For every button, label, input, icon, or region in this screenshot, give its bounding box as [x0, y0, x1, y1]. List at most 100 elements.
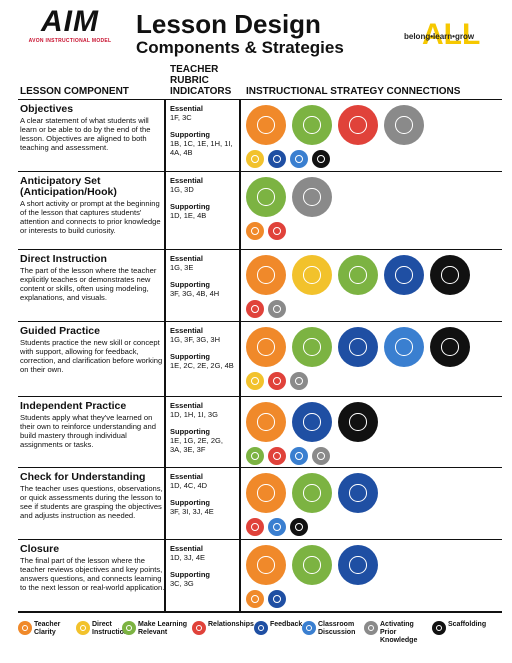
legend-label: Relationships — [208, 621, 254, 628]
strategy-icon — [246, 300, 264, 318]
component-name: Check for Understanding — [20, 471, 146, 483]
icon-glyph — [125, 624, 133, 632]
rubric-cell: Essential 1G, 3F, 3G, 3H Supporting 1E, 2C,… — [170, 326, 236, 370]
supporting-label: Supporting — [170, 427, 210, 436]
icon-glyph — [251, 227, 259, 235]
column-divider — [164, 250, 166, 322]
strategy-icon — [292, 255, 332, 295]
icon-glyph — [303, 266, 321, 284]
strategy-icon — [338, 545, 378, 585]
icon-glyph — [303, 556, 321, 574]
strategy-icon — [292, 545, 332, 585]
strategy-icon — [384, 327, 424, 367]
component-cell: Check for Understanding The teacher uses … — [20, 471, 165, 521]
table-row: Anticipatory Set (Anticipation/Hook) A sh… — [18, 171, 502, 250]
essential-indicators: 1G, 3F, 3G, 3H — [170, 335, 221, 344]
icon-glyph — [367, 624, 375, 632]
strategy-icon — [338, 327, 378, 367]
icon-glyph — [395, 266, 413, 284]
supporting-indicators: 3F, 3I, 3J, 4E — [170, 507, 214, 516]
essential-label: Essential — [170, 104, 203, 113]
strategy-icon — [290, 447, 308, 465]
column-divider — [239, 100, 241, 172]
legend-label: Feedback — [270, 621, 303, 628]
strategy-icon — [268, 447, 286, 465]
strategy-icon — [246, 545, 286, 585]
icon-glyph — [317, 452, 325, 460]
strategy-icon — [246, 255, 286, 295]
strategy-icon — [292, 473, 332, 513]
icon-glyph — [303, 116, 321, 134]
strategy-icon — [364, 621, 378, 635]
icon-glyph — [349, 484, 367, 502]
icon-glyph — [273, 377, 281, 385]
icon-glyph — [79, 624, 87, 632]
legend-label: Scaffolding — [448, 621, 487, 628]
icon-glyph — [273, 227, 281, 235]
strategy-icon — [292, 402, 332, 442]
supporting-indicators: 3F, 3G, 4B, 4H — [170, 289, 220, 298]
component-name: Independent Practice — [20, 400, 127, 412]
essential-indicators: 1G, 3D — [170, 185, 194, 194]
icon-glyph — [349, 413, 367, 431]
icon-glyph — [395, 116, 413, 134]
component-name: Objectives — [20, 103, 74, 115]
icon-glyph — [349, 116, 367, 134]
icon-glyph — [251, 523, 259, 531]
strategy-icon — [292, 177, 332, 217]
icon-glyph — [257, 188, 275, 206]
component-description: Students apply what they've learned on t… — [20, 413, 156, 449]
strategy-icon — [432, 621, 446, 635]
component-name: Closure — [20, 543, 60, 555]
component-name: Anticipatory Set (Anticipation/Hook) — [20, 175, 117, 198]
component-description: Students practice the new skill or conce… — [20, 338, 163, 374]
column-divider — [239, 172, 241, 250]
icon-glyph — [257, 266, 275, 284]
essential-label: Essential — [170, 176, 203, 185]
icon-glyph — [349, 556, 367, 574]
table-row: Objectives A clear statement of what stud… — [18, 99, 502, 172]
column-divider — [239, 322, 241, 397]
component-cell: Objectives A clear statement of what stud… — [20, 103, 165, 153]
strategy-icon — [246, 105, 286, 145]
strategy-icon — [246, 518, 264, 536]
strategy-icon — [268, 150, 286, 168]
table-row: Direct Instruction The part of the lesson… — [18, 249, 502, 322]
strategy-icon — [302, 621, 316, 635]
supporting-label: Supporting — [170, 280, 210, 289]
icon-glyph — [395, 338, 413, 356]
icon-glyph — [435, 624, 443, 632]
strategy-icon — [290, 372, 308, 390]
icon-glyph — [257, 338, 275, 356]
component-description: A short activity or prompt at the beginn… — [20, 199, 161, 235]
legend-label: Activating Prior Knowledge — [380, 621, 418, 644]
strategy-icon — [268, 518, 286, 536]
supporting-label: Supporting — [170, 352, 210, 361]
supporting-label: Supporting — [170, 202, 210, 211]
column-divider — [164, 540, 166, 612]
icon-glyph — [295, 452, 303, 460]
icon-glyph — [257, 116, 275, 134]
icon-glyph — [257, 413, 275, 431]
rubric-cell: Essential 1D, 4C, 4D Supporting 3F, 3I, 3J,… — [170, 472, 236, 516]
component-description: A clear statement of what students will … — [20, 116, 151, 152]
component-cell: Direct Instruction The part of the lesson… — [20, 254, 165, 303]
column-divider — [239, 540, 241, 612]
strategy-icon — [246, 447, 264, 465]
rubric-cell: Essential 1G, 3E Supporting 3F, 3G, 4B, 4H — [170, 254, 236, 298]
icon-glyph — [257, 556, 275, 574]
supporting-label: Supporting — [170, 130, 210, 139]
icon-glyph — [349, 338, 367, 356]
icon-glyph — [21, 624, 29, 632]
icon-glyph — [273, 155, 281, 163]
icon-glyph — [273, 523, 281, 531]
column-divider — [239, 250, 241, 322]
strategy-icon — [76, 621, 90, 635]
strategy-icon — [338, 105, 378, 145]
strategy-icon — [246, 177, 286, 217]
essential-indicators: 1G, 3E — [170, 263, 194, 272]
component-description: The part of the lesson where the teacher… — [20, 266, 157, 302]
table-row: Closure The final part of the lesson wher… — [18, 539, 502, 612]
strategy-icon — [384, 105, 424, 145]
strategy-icon — [292, 327, 332, 367]
